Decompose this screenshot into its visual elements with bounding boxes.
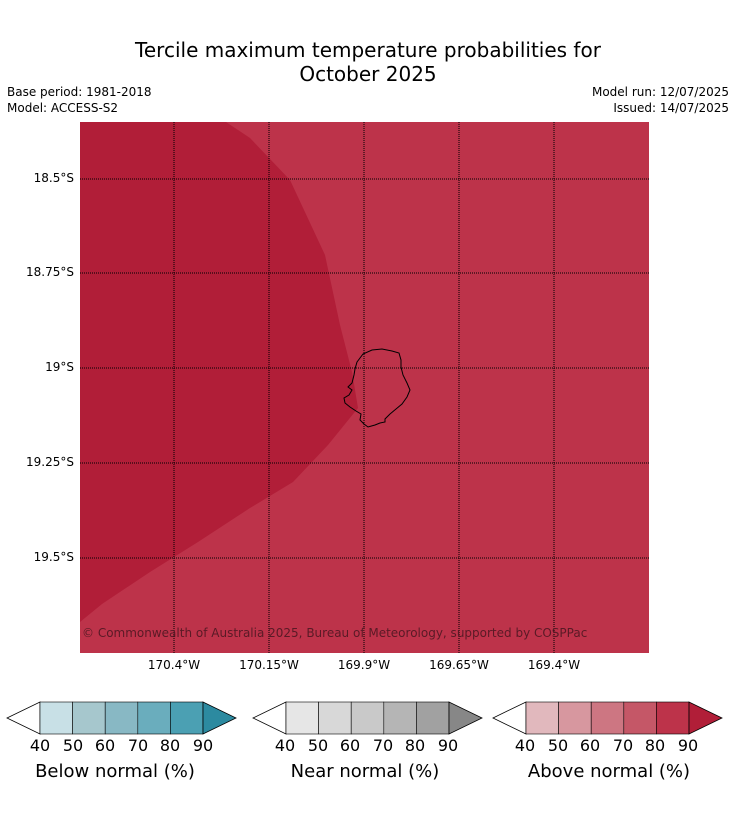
- tick-label: 60: [94, 736, 116, 755]
- colorbar-box: [285, 701, 319, 735]
- colorbar-box: [39, 701, 73, 735]
- colorbar-near-normal: [252, 701, 483, 735]
- colorbar-box: [170, 701, 204, 735]
- region-above-normal-90: [80, 122, 358, 622]
- tick-label: 70: [127, 736, 149, 755]
- legend-near-normal: 40 50 60 70 80 90 Near normal (%): [252, 700, 483, 800]
- lon-label-1: 170.4°W: [147, 658, 201, 672]
- legend-below-normal: 40 50 60 70 80 90 Below normal (%): [6, 700, 237, 800]
- lat-label-3: 19°S: [45, 360, 74, 374]
- legend-title: Near normal (%): [290, 761, 440, 782]
- lon-label-4: 169.65°W: [429, 658, 489, 672]
- colorbar-box: [590, 701, 625, 735]
- legend-above-normal: 40 50 60 70 80 90 Above normal (%): [492, 700, 723, 800]
- tick-label: 60: [579, 736, 601, 755]
- title-line-2: October 2025: [299, 62, 437, 86]
- tick-label: 40: [514, 736, 536, 755]
- lon-label-5: 169.4°W: [527, 658, 581, 672]
- tick-label: 50: [547, 736, 569, 755]
- base-period-text: Base period: 1981-2018: [7, 85, 152, 99]
- lon-label-2: 170.15°W: [239, 658, 299, 672]
- colorbar-over-triangle: [448, 701, 483, 735]
- colorbar-box: [350, 701, 385, 735]
- colorbar-under-triangle: [492, 701, 527, 735]
- colorbar-box: [525, 701, 559, 735]
- lat-label-5: 19.5°S: [33, 550, 74, 564]
- tick-label: 70: [372, 736, 394, 755]
- colorbar-box: [416, 701, 450, 735]
- tick-label: 90: [437, 736, 459, 755]
- colorbar-under-triangle: [6, 701, 41, 735]
- tick-label: 40: [274, 736, 296, 755]
- lat-label-1: 18.5°S: [33, 171, 74, 185]
- colorbar-box: [72, 701, 106, 735]
- colorbar-under-triangle: [252, 701, 287, 735]
- model-run-text: Model run: 12/07/2025: [591, 85, 729, 99]
- tick-label: 80: [159, 736, 181, 755]
- tick-label: 80: [404, 736, 426, 755]
- map-gridlines: [80, 122, 649, 653]
- issued-text: Issued: 14/07/2025: [613, 101, 729, 115]
- colorbar-box: [383, 701, 417, 735]
- lat-label-4: 19.25°S: [26, 455, 74, 469]
- colorbar-box: [558, 701, 592, 735]
- model-text: Model: ACCESS-S2: [7, 101, 119, 115]
- title-line-1: Tercile maximum temperature probabilitie…: [135, 38, 601, 62]
- tick-label: 60: [339, 736, 361, 755]
- map-figure: [80, 122, 649, 653]
- colorbar-box: [137, 701, 171, 735]
- legend-title: Below normal (%): [35, 761, 195, 782]
- colorbar-box: [318, 701, 352, 735]
- colorbar-over-triangle: [688, 701, 723, 735]
- tick-label: 90: [192, 736, 214, 755]
- lon-label-3: 169.9°W: [337, 658, 391, 672]
- tick-label: 80: [644, 736, 666, 755]
- colorbar-above-normal: [492, 701, 723, 735]
- colorbar-box: [104, 701, 139, 735]
- tick-label: 50: [307, 736, 329, 755]
- colorbar-box: [623, 701, 657, 735]
- colorbar-over-triangle: [202, 701, 237, 735]
- colorbar-below-normal: [6, 701, 237, 735]
- legend-title: Above normal (%): [527, 761, 691, 782]
- tick-label: 70: [612, 736, 634, 755]
- colorbar-box: [656, 701, 690, 735]
- copyright-text: © Commonwealth of Australia 2025, Bureau…: [82, 626, 588, 640]
- island-outline: [343, 348, 411, 428]
- tick-label: 50: [62, 736, 84, 755]
- lat-label-2: 18.75°S: [26, 265, 74, 279]
- map-title: Tercile maximum temperature probabilitie…: [0, 38, 736, 86]
- meta-right: Model run: 12/07/2025 Issued: 14/07/2025: [592, 84, 729, 116]
- tick-label: 40: [29, 736, 51, 755]
- tick-label: 90: [677, 736, 699, 755]
- meta-left: Base period: 1981-2018 Model: ACCESS-S2: [7, 84, 152, 116]
